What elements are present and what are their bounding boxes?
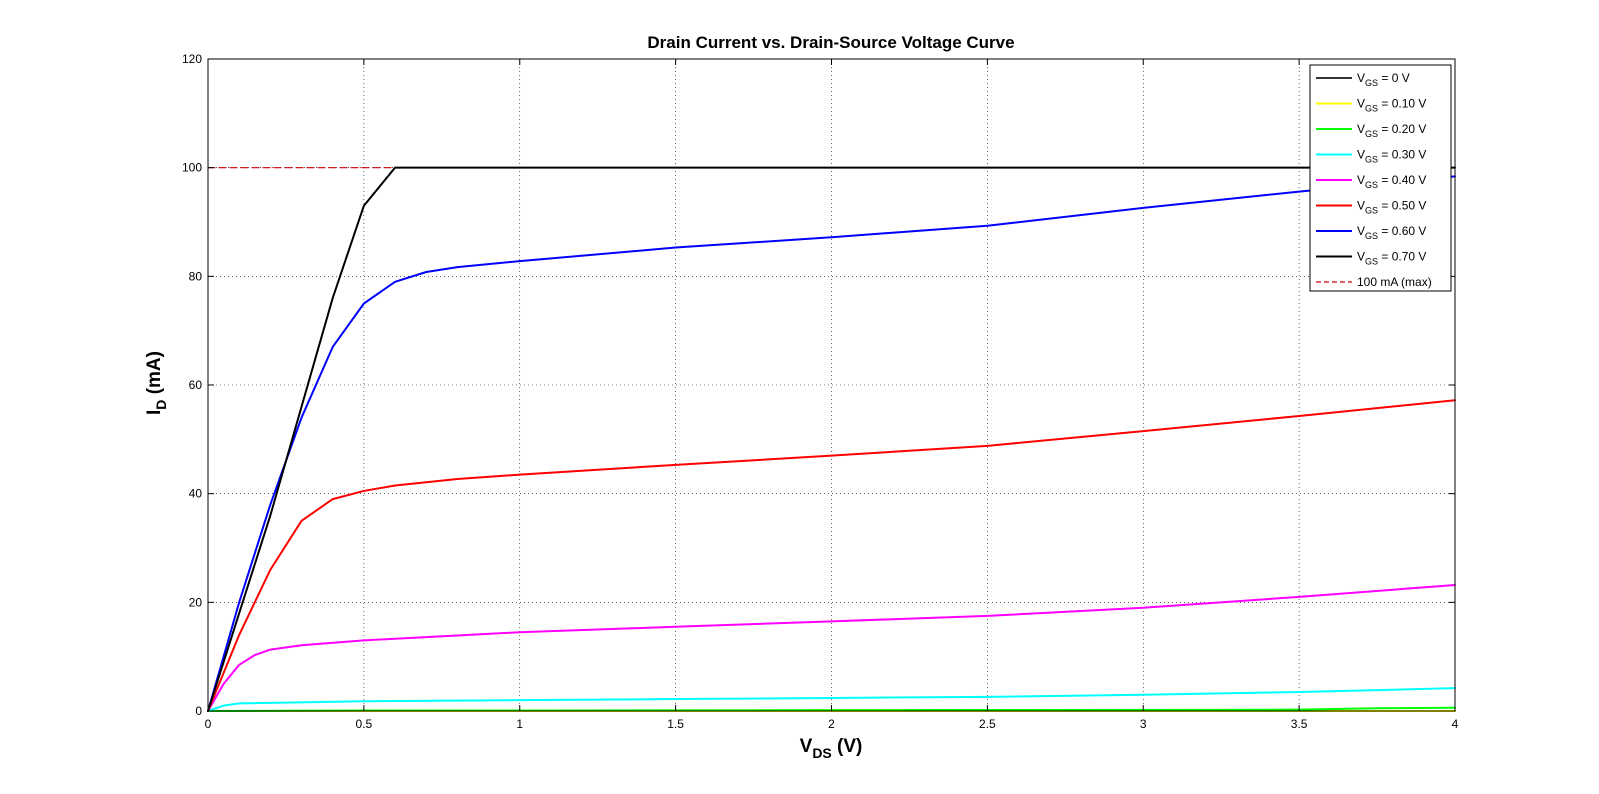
chart-title: Drain Current vs. Drain-Source Voltage C… <box>647 33 1014 52</box>
plot-area <box>208 59 1455 711</box>
legend-label-main: V <box>1357 250 1365 264</box>
legend-label-main: V <box>1357 97 1365 111</box>
legend-label-suffix: = 0.40 V <box>1378 173 1426 187</box>
legend-label-sub: GS <box>1365 78 1378 88</box>
series-line-5 <box>207 399 1456 712</box>
legend-item: VGS = 0.30 V <box>1316 148 1426 165</box>
y-tick-label: 60 <box>189 378 203 392</box>
legend-item: VGS = 0.20 V <box>1316 122 1426 139</box>
y-tick-labels: 0 20 40 60 80 100 120 <box>182 52 202 718</box>
legend-label-sub: GS <box>1365 180 1378 190</box>
legend-item: VGS = 0.40 V <box>1316 173 1426 190</box>
x-tick-labels: 0 0.5 1 1.5 2 2.5 3 3.5 4 <box>205 717 1459 731</box>
series-line-4 <box>207 583 1456 712</box>
y-tick-label: 0 <box>195 704 202 718</box>
y-axis-label-sub: D <box>153 400 169 410</box>
legend-label-main: V <box>1357 122 1365 136</box>
legend-label-suffix: = 0.30 V <box>1378 148 1426 162</box>
x-tick-label: 2.5 <box>979 717 996 731</box>
legend-label: VGS = 0.20 V <box>1357 122 1426 139</box>
legend-label-main: V <box>1357 224 1365 238</box>
y-axis-label: ID (mA) <box>144 351 169 415</box>
legend-label-sub: GS <box>1365 155 1378 165</box>
y-tick-label: 20 <box>189 595 203 609</box>
legend-label: VGS = 0.40 V <box>1357 173 1426 190</box>
legend-label-main: V <box>1357 173 1365 187</box>
legend-label-sub: GS <box>1365 129 1378 139</box>
legend-label-main: V <box>1357 71 1365 85</box>
legend-item: VGS = 0 V <box>1316 71 1410 88</box>
legend-label-sub: GS <box>1365 231 1378 241</box>
x-tick-label: 0.5 <box>356 717 373 731</box>
legend-label-suffix: = 0.70 V <box>1378 250 1426 264</box>
legend-item: VGS = 0.10 V <box>1316 97 1426 114</box>
legend-label-suffix: = 0.60 V <box>1378 224 1426 238</box>
x-tick-label: 3 <box>1140 717 1147 731</box>
legend-label: VGS = 0.60 V <box>1357 224 1426 241</box>
x-tick-label: 4 <box>1452 717 1459 731</box>
x-axis-label: VDS (V) <box>800 736 863 761</box>
legend-label: VGS = 0.50 V <box>1357 199 1426 216</box>
y-tick-label: 80 <box>189 269 203 283</box>
x-tick-label: 0 <box>205 717 212 731</box>
legend-label-sub: GS <box>1365 206 1378 216</box>
series-lines <box>207 166 1456 712</box>
legend-label-sub: GS <box>1365 104 1378 114</box>
legend-item: VGS = 0.50 V <box>1316 199 1426 216</box>
y-tick-label: 120 <box>182 52 202 66</box>
x-axis-label-suffix: (V) <box>832 736 863 757</box>
legend-label: VGS = 0 V <box>1357 71 1410 88</box>
legend-label-suffix: = 0 V <box>1378 71 1410 85</box>
x-tick-label: 1 <box>516 717 523 731</box>
legend-label: VGS = 0.30 V <box>1357 148 1426 165</box>
legend-label-suffix: = 0.20 V <box>1378 122 1426 136</box>
legend-label: VGS = 0.70 V <box>1357 250 1426 267</box>
legend-label-main: V <box>1357 148 1365 162</box>
legend-label-suffix: = 0.10 V <box>1378 97 1426 111</box>
legend-label: VGS = 0.10 V <box>1357 97 1426 114</box>
legend-label-suffix: = 0.50 V <box>1378 199 1426 213</box>
series-line-7 <box>207 166 1456 712</box>
x-tick-label: 3.5 <box>1291 717 1308 731</box>
legend-item: 100 mA (max) <box>1316 275 1432 289</box>
series-line-3 <box>207 687 1456 712</box>
x-tick-label: 2 <box>828 717 835 731</box>
legend-label-main: V <box>1357 199 1365 213</box>
legend-item: VGS = 0.70 V <box>1316 250 1426 267</box>
x-axis-label-sub: DS <box>812 745 831 761</box>
x-axis-label-main: V <box>800 736 813 757</box>
y-axis-label-main: I <box>144 410 165 415</box>
y-axis-label-suffix: (mA) <box>144 351 165 400</box>
legend-label-main: 100 mA (max) <box>1357 275 1432 289</box>
axis-ticks <box>207 58 1456 712</box>
y-tick-label: 100 <box>182 161 202 175</box>
y-tick-label: 40 <box>189 487 203 501</box>
x-tick-label: 1.5 <box>667 717 684 731</box>
legend-label: 100 mA (max) <box>1357 275 1432 289</box>
legend-label-sub: GS <box>1365 257 1378 267</box>
legend-item: VGS = 0.60 V <box>1316 224 1426 241</box>
